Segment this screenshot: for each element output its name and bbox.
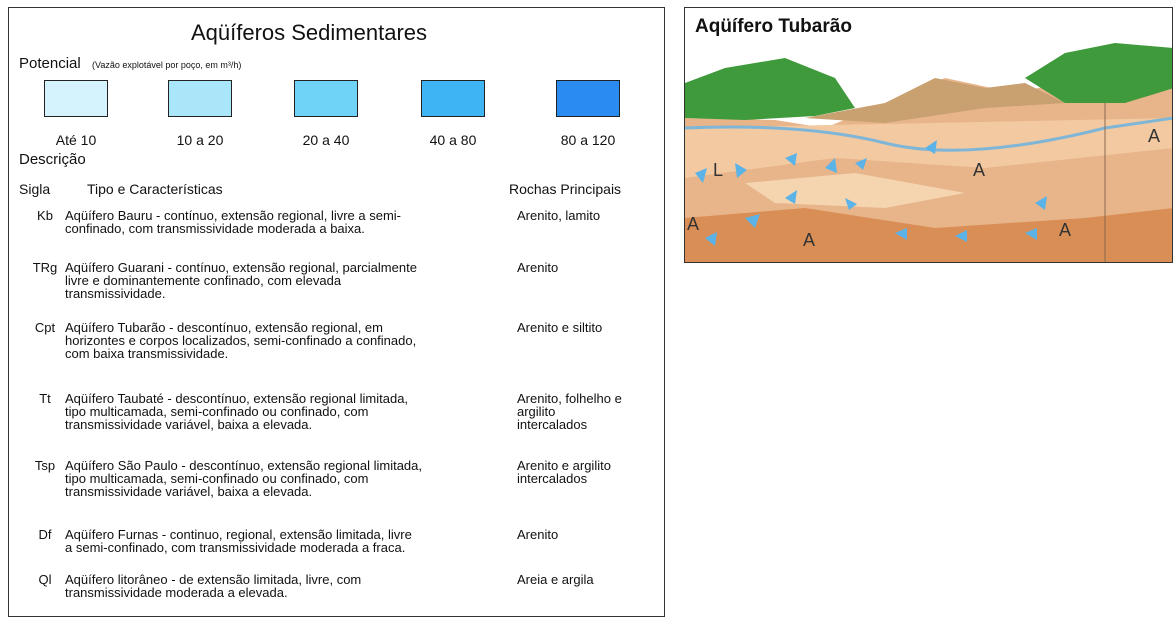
description-line: transmissividade moderada a elevada. [65,585,288,600]
description-line: Aqüífero Tubarão - descontínuo, extensão… [65,320,383,335]
potential-note: (Vazão explotável por poço, em m³/h) [92,60,242,70]
rocks-line: argilito [517,404,556,419]
swatch [168,80,232,117]
layer-label: A [687,214,700,234]
sigla: Df [38,527,52,542]
layer-label: A [803,230,816,250]
class-label: 20 a 40 [302,132,350,148]
swatch [421,80,485,117]
layer-label: A [1148,126,1161,146]
description-line: com baixa transmissividade. [65,346,229,361]
description-line: Aqüífero Bauru - contínuo, extensão regi… [65,208,402,223]
description-line: Aqüífero Guarani - contínuo, extensão re… [65,260,417,275]
layer [745,173,965,208]
class-label: Até 10 [55,132,97,148]
rocks-line: Arenito, folhelho e [517,391,622,406]
swatch [294,80,358,117]
description-line: Aqüífero Furnas - continuo, regional, ex… [65,527,412,542]
rocks-line: Arenito e argilito [517,458,611,473]
description-line: horizontes e corpos localizados, semi-co… [65,333,417,348]
description-line: tipo multicamada, semi-confinado ou conf… [65,404,369,419]
swatch [556,80,620,117]
column-header: Tipo e Características [87,181,223,197]
description-heading: Descrição [19,151,86,168]
description-line: transmissividade. [65,286,166,301]
description-line: transmissividade variável, baixa a eleva… [65,417,313,432]
description-line: Aqüífero São Paulo - descontínuo, extens… [65,458,423,473]
description-line: livre e dominantemente confinado, com el… [65,273,342,288]
potential-label: Potencial [19,55,81,72]
class-label: 40 a 80 [429,132,477,148]
class-label: 10 a 20 [176,132,224,148]
hill [685,58,855,120]
class-label: 80 a 120 [560,132,616,148]
sigla: TRg [32,260,58,275]
hill [1025,43,1172,103]
layer-label: A [1059,220,1072,240]
sigla: Tt [39,391,51,406]
rocks-line: Arenito [517,260,559,275]
rocks-line: Areia e argila [517,572,594,587]
rocks-line: Arenito, lamito [517,208,601,223]
valley [805,78,1065,123]
rocks-line: Arenito e siltito [517,320,603,335]
description-line: confinado, com transmissividade moderada… [65,221,365,236]
layer-label: A [973,160,986,180]
layer-label: L [713,160,724,180]
illustration-panel: Aqüífero Tubarão L A A A A A [684,7,1173,263]
description-line: Aqüífero Taubaté - descontínuo, extensão… [65,391,409,406]
description-line: tipo multicamada, semi-confinado ou conf… [65,471,369,486]
description-line: transmissividade variável, baixa a eleva… [65,484,313,499]
title: Aqüífero Tubarão [695,16,852,37]
description-line: Aqüífero litorâneo - de extensão limitad… [65,572,362,587]
water-table [685,116,1172,152]
sigla: Tsp [34,458,56,473]
description-line: a semi-confinado, com transmissividade m… [65,540,406,555]
layer [685,208,1172,262]
flow-arrows [695,140,1047,246]
title: Aqüíferos Sedimentares [190,20,428,45]
sigla: Ql [38,572,52,587]
sigla: Cpt [34,320,56,335]
rocks-line: intercalados [517,471,588,486]
column-header: Rochas Principais [509,181,622,197]
legend-panel: Aqüíferos Sedimentares Potencial (Vazão ex… [8,7,665,617]
sigla: Kb [37,208,53,223]
rocks-line: intercalados [517,417,588,432]
column-header: Sigla [19,181,51,197]
rocks-line: Arenito [517,527,559,542]
swatch [44,80,108,117]
aquifer-illustration [685,43,1172,262]
